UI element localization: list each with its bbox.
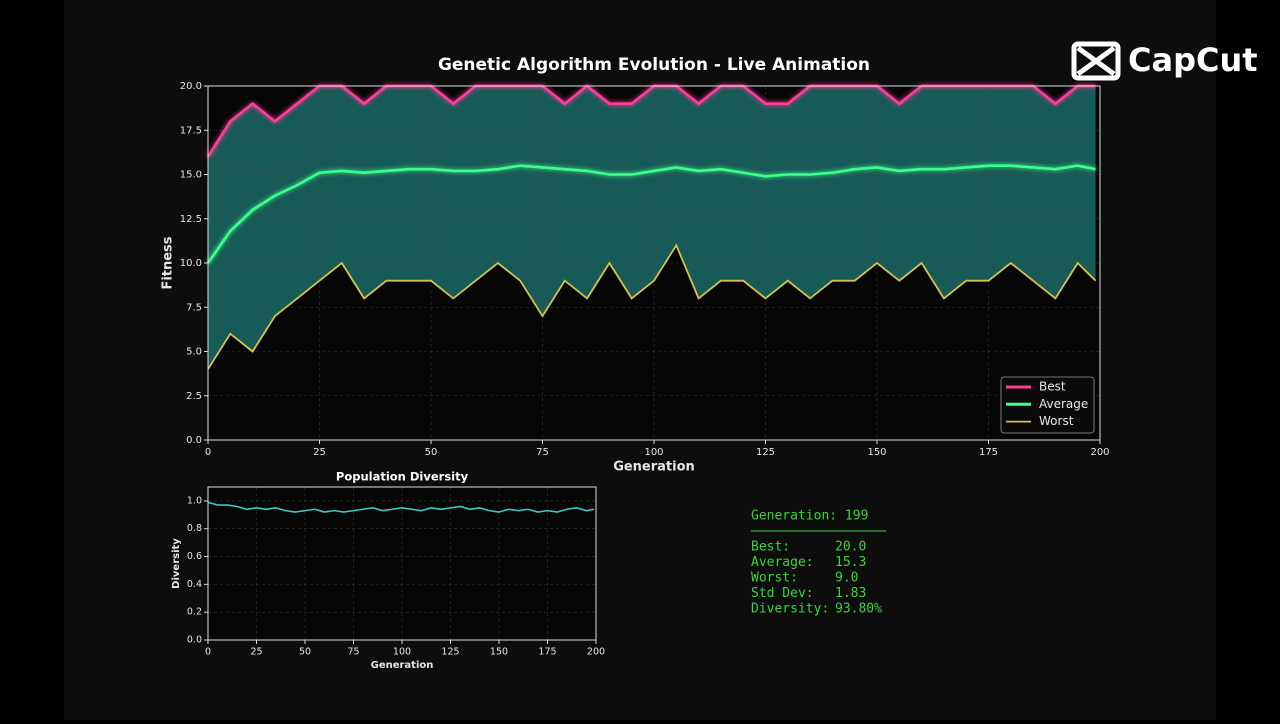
x-tick-label: 75 (347, 647, 359, 658)
stat-label: Worst: (751, 571, 798, 586)
x-tick-label: 0 (205, 647, 211, 658)
x-tick-label: 175 (538, 647, 556, 658)
y-tick-label: 10.0 (180, 258, 202, 269)
x-tick-label: 50 (299, 647, 311, 658)
series-line (207, 243, 1097, 370)
stat-label: Best: (751, 540, 790, 555)
legend-box (1000, 376, 1095, 434)
x-tick-label: 125 (441, 647, 459, 658)
stat-value: 9.0 (835, 571, 858, 586)
x-tick-label: 75 (536, 447, 549, 458)
axes-frame (207, 85, 1101, 441)
y-tick-label: 20.0 (180, 81, 202, 92)
x-tick-label: 0 (205, 447, 211, 458)
y-tick-label: 0.8 (187, 523, 202, 534)
x-tick-label: 150 (490, 647, 508, 658)
range-fill (208, 86, 1096, 370)
x-tick-label: 175 (979, 447, 998, 458)
axes-frame (207, 486, 597, 641)
stat-value: 20.0 (835, 540, 866, 555)
x-tick-label: 100 (393, 647, 411, 658)
stat-label: Std Dev: (751, 586, 814, 601)
y-tick-label: 1.0 (187, 495, 202, 506)
x-tick-label: 125 (756, 447, 775, 458)
y-tick-label: 5.0 (186, 347, 202, 358)
legend-label: Worst (1039, 414, 1074, 428)
stats-panel: Generation: 199 (751, 509, 886, 532)
x-tick-label: 150 (867, 447, 886, 458)
watermark: CapCut (1071, 41, 1258, 81)
y-tick-label: 0.0 (187, 635, 202, 646)
chart-title: Genetic Algorithm Evolution - Live Anima… (438, 55, 870, 75)
chart-title: Population Diversity (336, 470, 469, 484)
y-tick-label: 0.2 (187, 607, 202, 618)
x-tick-label: 25 (313, 447, 326, 458)
x-axis-label: Generation (613, 460, 695, 475)
y-tick-label: 17.5 (180, 125, 202, 136)
y-axis-label: Diversity (171, 538, 182, 589)
y-tick-label: 0.6 (187, 551, 202, 562)
stat-label: Average: (751, 555, 814, 570)
x-axis-label: Generation (371, 660, 434, 671)
y-tick-label: 7.5 (186, 302, 202, 313)
stat-value: 15.3 (835, 555, 866, 570)
x-tick-label: 100 (644, 447, 663, 458)
stat-label: Diversity: (751, 602, 829, 617)
y-tick-label: 0.0 (186, 435, 202, 446)
x-tick-label: 200 (587, 647, 605, 658)
watermark-text: CapCut (1128, 41, 1258, 79)
x-tick-label: 200 (1090, 447, 1109, 458)
stats-header: Generation: 199 (751, 509, 868, 524)
series-line (206, 164, 1096, 264)
y-tick-label: 2.5 (186, 391, 202, 402)
watermark-icon-cross (1076, 45, 1116, 77)
stat-value: 93.80% (835, 602, 882, 617)
legend-label: Average (1039, 397, 1088, 411)
watermark-icon (1071, 41, 1121, 81)
x-tick-label: 50 (425, 447, 438, 458)
y-tick-label: 15.0 (180, 170, 202, 181)
y-axis-label: Fitness (161, 236, 176, 289)
stat-value: 1.83 (835, 586, 866, 601)
series-line (207, 501, 595, 513)
x-tick-label: 25 (250, 647, 262, 658)
y-tick-label: 0.4 (187, 579, 202, 590)
legend-label: Best (1039, 380, 1066, 394)
y-tick-label: 12.5 (180, 214, 202, 225)
